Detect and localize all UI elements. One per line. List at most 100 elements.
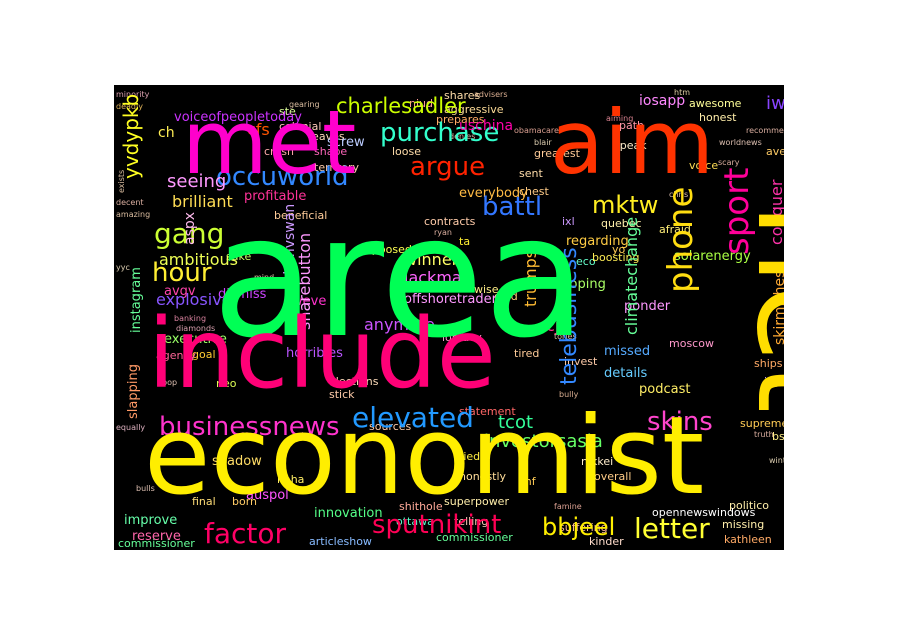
word-fortune: elections: [329, 375, 379, 388]
word-nikkei: nikkei: [581, 455, 613, 468]
word-average: average: [766, 145, 784, 158]
word-iosapp: iosapp: [639, 93, 685, 109]
word-stick: telling: [454, 515, 488, 528]
word-announcement: htm: [674, 88, 690, 97]
word-developing-big: anymore: [364, 315, 435, 334]
word-sport: sport: [717, 168, 757, 255]
word-amazing: leaves: [309, 130, 345, 143]
word-shadow: shadow: [212, 454, 262, 469]
word-conquer: conquer: [767, 179, 784, 245]
word-beneficial-2: statement: [459, 405, 516, 418]
word-commissioner: commissioner: [118, 537, 195, 550]
word-profitable: profitable: [244, 189, 306, 204]
word-embarrassing: exists: [117, 170, 126, 193]
word-goal: goal: [192, 348, 216, 361]
word-missed: missed: [604, 344, 650, 359]
word-executive-2: instagram: [129, 267, 144, 333]
word-cloud: minority deadly decent amazing yyc pop b…: [114, 85, 784, 550]
word-niud: ste: [279, 105, 296, 118]
word-recommend: banking: [174, 314, 206, 323]
word-battl: battl: [482, 192, 542, 222]
word-challenges: denies: [449, 132, 475, 141]
word-occuworld: occuworld: [216, 162, 349, 192]
word-gearing: worldnews: [719, 138, 762, 147]
word-born: born: [232, 495, 257, 508]
word-supreme: supreme: [740, 417, 784, 430]
word-everybody: everybody: [459, 186, 528, 201]
word-offshoretrader: sharebutton: [295, 233, 314, 330]
word-imf: imf: [518, 475, 537, 488]
word-winter: bulls: [136, 484, 155, 493]
word-seeing: seeing: [167, 171, 226, 192]
word-investorsasia: investorsasia: [484, 431, 603, 452]
word-winner-big: winner: [404, 250, 459, 269]
word-closed: overall: [594, 470, 631, 483]
word-businessnews: businessnews: [159, 412, 340, 442]
word-eco: eco: [576, 255, 596, 268]
word-aspx-2: tired: [514, 347, 539, 360]
word-horribles: horribles: [286, 346, 343, 361]
word-ottawa: articleshow: [309, 535, 372, 548]
word-regarding: regarding: [566, 234, 629, 249]
word-dismiss: dismiss: [218, 287, 267, 302]
word-ixl: ixl: [562, 215, 575, 228]
word-skins: skins: [647, 407, 713, 437]
word-exists: truth: [754, 430, 774, 439]
word-aim: aim: [550, 91, 714, 194]
word-awesome: awesome: [689, 97, 742, 110]
word-podcast: podcast: [639, 382, 690, 397]
word-denies: recommend: [746, 126, 784, 135]
word-bully: chris: [669, 190, 688, 199]
word-tied: tied: [459, 450, 480, 463]
word-iw: iw: [766, 93, 784, 114]
word-haha: haha: [277, 473, 304, 486]
word-bbjeel: bbjeel: [542, 513, 615, 541]
word-cjg: cjg: [546, 316, 569, 335]
word-slapping: prepares: [436, 113, 485, 126]
word-quote: bully: [559, 390, 579, 399]
word-net: net: [728, 203, 784, 413]
word-loose-2: contracts: [424, 215, 476, 228]
word-aiming: pop: [162, 378, 177, 387]
word-sent: sent: [519, 167, 543, 180]
word-cloud-background: [114, 85, 784, 550]
word-chest: chest: [519, 185, 550, 198]
word-watching: wise: [474, 283, 499, 296]
word-aggressive: speak: [614, 139, 647, 152]
word-kinder: superpower: [444, 495, 509, 508]
word-loser: blair: [534, 138, 552, 147]
word-innovation: innovation: [314, 506, 383, 521]
word-argue: argue: [410, 152, 485, 182]
word-drink: tories: [554, 332, 577, 341]
word-climatechange: climatechange: [622, 217, 641, 335]
word-ch: ch: [158, 125, 175, 141]
word-yo: yo: [612, 243, 626, 256]
word-cloud-canvas: minority deadly decent amazing yyc pop b…: [114, 85, 784, 550]
word-elevated: elevated: [352, 401, 474, 434]
word-explosive: explosive: [156, 290, 232, 309]
word-met: met: [182, 91, 356, 194]
word-screw-2: screw: [327, 135, 365, 150]
word-path: path: [619, 119, 644, 132]
word-students: sources: [369, 420, 412, 433]
word-lomacy: offshoretrader: [404, 292, 498, 307]
word-improve: improve: [124, 513, 177, 528]
word-usually: moscow: [669, 337, 714, 350]
word-politico: politico: [729, 499, 769, 512]
word-ste: aspx: [182, 212, 198, 245]
word-overall: shithole: [399, 500, 443, 513]
word-chris: amazing: [116, 210, 150, 219]
word-nationalise: advisers: [474, 90, 507, 99]
word-embassy: famine: [554, 502, 582, 511]
word-purchase: purchase: [380, 118, 499, 148]
word-scary: equally: [116, 423, 145, 432]
word-speak: loose: [392, 145, 421, 158]
word-worldnews: diamonds: [176, 324, 215, 333]
word-combined: aggressive: [444, 103, 504, 116]
word-include: include: [148, 298, 496, 410]
word-jpy: jpy: [763, 375, 781, 388]
word-shares: niud: [409, 97, 433, 110]
word-sake: sake: [226, 250, 251, 263]
word-voiceofpeopletoday: voiceofpeopletoday: [174, 110, 302, 125]
word-reserve: reserve: [132, 529, 181, 544]
